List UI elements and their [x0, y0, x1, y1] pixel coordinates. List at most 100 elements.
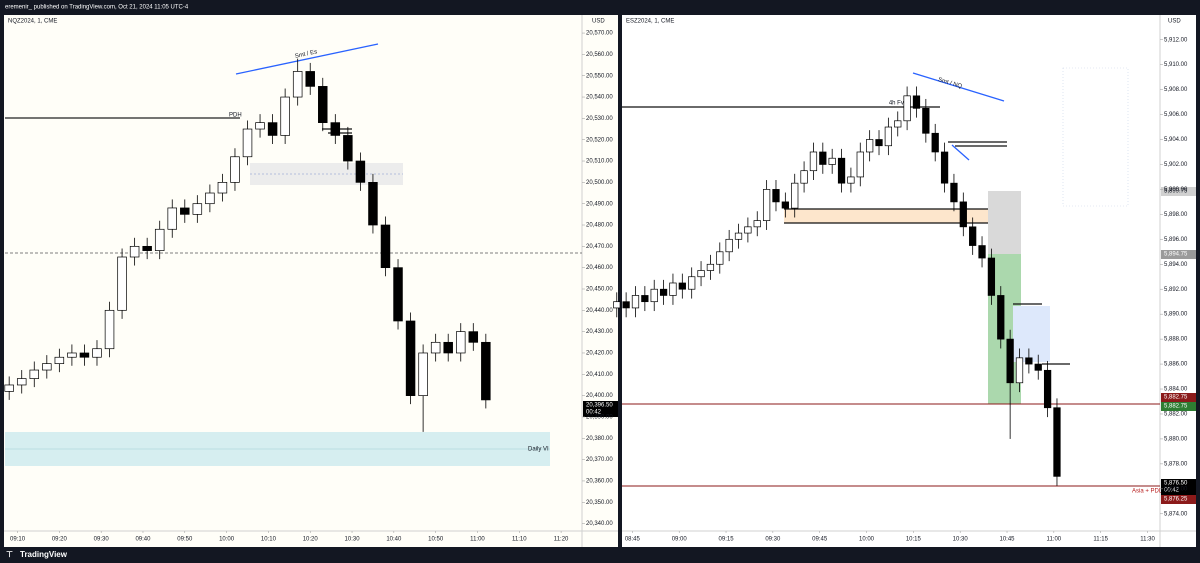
price-tag	[1161, 393, 1196, 402]
candle-body	[481, 341, 491, 401]
y-tick-label: 5,908.00	[1164, 87, 1188, 93]
candle-body	[368, 182, 378, 226]
y-tick-label: 5,894.00	[1164, 262, 1188, 268]
candle-body	[1053, 407, 1061, 477]
symbol: ESZ2024, 1, CME	[626, 19, 674, 25]
candle-body	[716, 251, 724, 265]
candle-body	[343, 135, 353, 162]
candle-body	[217, 182, 228, 194]
candle-body	[678, 282, 686, 290]
candle-body	[104, 309, 115, 350]
x-tick-label: 11:20	[554, 537, 569, 543]
y-tick-label: 5,912.00	[1164, 37, 1188, 43]
candle-body	[837, 157, 846, 184]
candle-body	[330, 122, 341, 136]
left-panel	[4, 15, 618, 547]
candle-body	[688, 276, 696, 290]
y-tick-label: 5,882.00	[1164, 412, 1188, 418]
candle-body	[781, 201, 789, 209]
x-tick-label: 10:30	[345, 537, 361, 543]
price-label: 5,899.75	[1164, 189, 1188, 195]
zone-box	[988, 191, 1021, 254]
candle-body	[430, 341, 441, 354]
x-tick-label: 11:00	[470, 537, 485, 543]
price-tag	[1161, 479, 1196, 495]
footer-logo: TradingView	[20, 550, 68, 559]
candle-body	[772, 189, 780, 203]
candle-body	[659, 288, 668, 296]
candle-body	[4, 384, 14, 392]
candle-body	[418, 352, 428, 396]
x-tick-label: 09:30	[94, 537, 110, 543]
candle-body	[292, 71, 303, 98]
y-tick-label: 20,550.00	[586, 73, 613, 79]
y-tick-label: 20,360.00	[586, 479, 613, 485]
candle-body	[725, 238, 733, 253]
y-tick-label: 5,896.00	[1164, 237, 1188, 243]
x-tick-label: 09:30	[765, 537, 781, 543]
candle-body	[380, 224, 391, 269]
candle-body	[67, 352, 77, 358]
candle-body	[744, 226, 752, 234]
header: eremenir_ published on TradingView.com, …	[5, 5, 189, 11]
candle-body	[791, 182, 799, 209]
y-tick-label: 5,876.00	[1164, 486, 1188, 492]
y-tick-label: 20,400.00	[586, 393, 613, 399]
candle-body	[697, 270, 705, 278]
price-tag	[1161, 250, 1196, 259]
annotation: Asia + PDL	[1132, 489, 1163, 495]
y-tick-label: 5,874.00	[1164, 511, 1188, 517]
y-tick-label: 20,490.00	[586, 201, 613, 207]
countdown: 00:42	[586, 410, 602, 416]
candle-body	[622, 301, 630, 309]
y-tick-label: 5,888.00	[1164, 337, 1188, 343]
candle-body	[205, 192, 215, 205]
candle-body	[978, 245, 986, 259]
y-tick-label: 20,340.00	[586, 521, 613, 527]
y-tick-label: 20,430.00	[586, 329, 613, 335]
x-tick-label: 09:15	[719, 537, 735, 543]
candle-body	[997, 295, 1005, 340]
x-tick-label: 11:00	[1047, 537, 1062, 543]
candle-body	[753, 220, 761, 228]
zone-box	[1013, 306, 1050, 362]
y-tick-label: 20,420.00	[586, 351, 613, 357]
candle-body	[305, 71, 315, 87]
candle-body	[167, 207, 177, 230]
candle-body	[847, 176, 855, 184]
candle-body	[1025, 357, 1033, 365]
y-tick-label: 5,906.00	[1164, 112, 1188, 118]
candle-body	[79, 352, 90, 358]
candle-body	[650, 288, 658, 303]
y-tick-label: 20,540.00	[586, 95, 613, 101]
candle-body	[875, 139, 883, 147]
candle-body	[42, 363, 52, 371]
candle-body	[468, 331, 479, 343]
x-tick-label: 08:45	[625, 537, 641, 543]
candle-body	[267, 122, 278, 136]
candle-body	[456, 331, 466, 354]
y-tick-label: 5,904.00	[1164, 137, 1188, 143]
y-tick-label: 20,440.00	[586, 308, 613, 314]
candle-body	[912, 95, 921, 109]
trend-line	[951, 144, 970, 161]
y-tick-label: 20,450.00	[586, 287, 613, 293]
y-tick-label: 20,500.00	[586, 180, 613, 186]
annotation: Daily VI	[528, 447, 549, 453]
x-tick-label: 10:50	[428, 537, 444, 543]
x-tick-label: 09:50	[177, 537, 193, 543]
logo-mark: ⊤	[6, 550, 13, 559]
x-tick-label: 09:20	[52, 537, 68, 543]
y-tick-label: 20,480.00	[586, 223, 613, 229]
candle-body	[903, 95, 911, 122]
y-tick-label: 5,900.00	[1164, 187, 1188, 193]
candle-body	[734, 232, 743, 240]
candle-body	[894, 120, 902, 128]
candle-body	[1043, 369, 1052, 409]
candle-body	[669, 282, 677, 296]
x-tick-label: 10:45	[1000, 537, 1016, 543]
candle-body	[318, 86, 328, 123]
candle-body	[16, 378, 27, 386]
candle-body	[29, 369, 40, 379]
